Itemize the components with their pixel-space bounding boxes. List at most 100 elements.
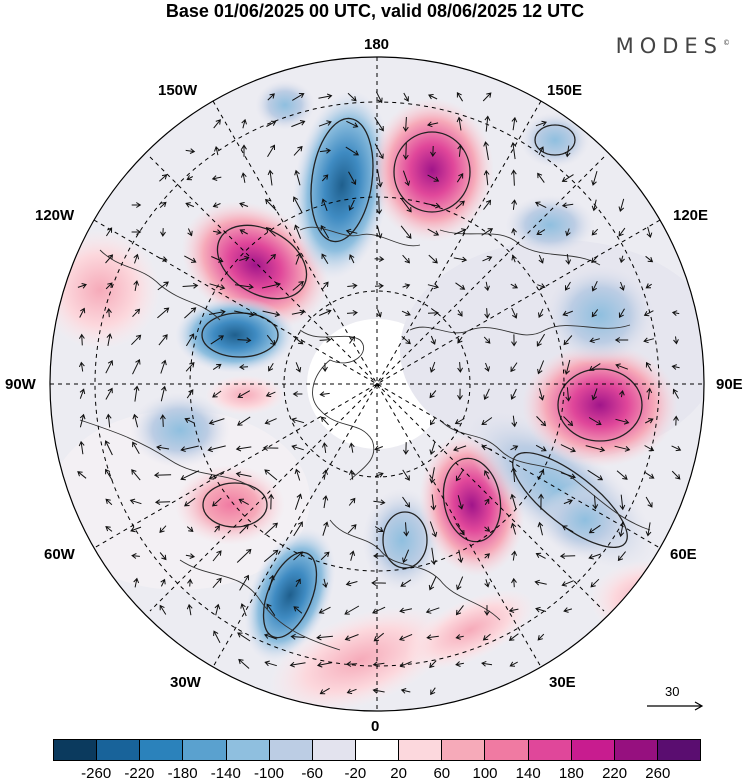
wind-arrow-icon [347, 92, 357, 102]
wind-arrow-icon [160, 385, 167, 402]
wind-arrow-icon [105, 359, 114, 374]
label-120w: 120W [35, 207, 75, 224]
wind-arrow-icon [133, 577, 140, 588]
wind-arrow-icon [237, 416, 251, 426]
colorbar-tick-label: 140 [515, 765, 541, 782]
wind-arrow-icon [214, 603, 221, 616]
wind-arrow-icon [79, 388, 86, 399]
wind-arrow-icon [457, 336, 463, 344]
wind-arrow-icon [565, 387, 572, 402]
wind-arrow-icon [214, 145, 220, 156]
wind-arrow-icon [374, 143, 384, 160]
wind-arrow-icon [537, 172, 545, 183]
map-boundary [49, 56, 705, 712]
wind-arrow-icon [160, 228, 166, 237]
wind-arrow-icon [239, 364, 249, 370]
wind-arrow-icon [645, 255, 654, 263]
colorbar-swatch [485, 740, 529, 760]
wind-arrow-icon [428, 254, 438, 264]
wind-arrow-icon [645, 283, 652, 289]
wind-arrow-icon [239, 229, 248, 235]
wind-arrow-icon [402, 549, 410, 564]
wind-arrow-icon [374, 472, 384, 478]
colorbar-tick-label: 100 [472, 765, 498, 782]
wind-arrow-icon [321, 198, 328, 211]
wind-arrow-icon [535, 120, 547, 127]
wind-arrow-icon [484, 470, 490, 480]
wind-arrow-icon [565, 254, 572, 265]
wind-arrow-icon [510, 169, 517, 186]
wind-arrow-icon [456, 116, 463, 131]
wind-arrow-icon [430, 145, 436, 157]
colorbar-swatch [97, 740, 141, 760]
wind-arrow-icon [510, 493, 517, 510]
wind-arrow-icon [235, 445, 252, 452]
wind-arrow-icon [538, 254, 544, 264]
wind-arrow-icon [401, 336, 411, 345]
wind-arrow-icon [430, 687, 436, 696]
wind-arrow-icon [453, 445, 467, 452]
wind-arrow-icon [562, 310, 573, 317]
wind-arrow-icon [375, 91, 383, 104]
wind-arrow-icon [402, 170, 411, 187]
wind-arrow-icon [237, 390, 251, 398]
label-180: 180 [364, 36, 390, 53]
wind-arrow-icon [185, 553, 196, 559]
wind-arrow-icon [456, 173, 464, 183]
wind-arrow-icon [372, 661, 385, 668]
wind-arrow-icon [374, 117, 384, 132]
wind-arrow-icon [264, 418, 277, 425]
wind-arrow-icon [265, 198, 277, 211]
wind-arrow-icon [292, 391, 303, 397]
wind-arrow-icon [589, 337, 600, 344]
wind-arrow-icon [293, 196, 303, 214]
wind-arrow-icon [400, 197, 412, 213]
wind-arrow-icon [344, 605, 360, 615]
colorbar-swatch [355, 740, 400, 760]
wind-arrow-icon [208, 470, 225, 480]
wind-arrow-icon [345, 146, 360, 156]
vector-reference-arrow-icon [647, 701, 704, 711]
wind-arrow-icon [644, 418, 654, 424]
wind-arrow-icon [160, 578, 166, 587]
wind-arrow-icon [159, 552, 167, 561]
wind-arrow-icon [376, 225, 383, 239]
wind-arrow-icon [591, 199, 598, 212]
wind-arrow-icon [426, 202, 441, 209]
wind-arrow-icon [78, 361, 85, 372]
wind-arrow-icon [78, 333, 85, 346]
wind-arrow-icon [79, 413, 86, 428]
wind-arrow-icon [106, 333, 113, 346]
wind-arrow-icon [345, 580, 358, 587]
wind-arrow-icon [455, 282, 466, 290]
wind-arrow-icon [132, 308, 141, 318]
wind-arrow-icon [180, 470, 200, 481]
wind-arrow-icon [237, 632, 251, 642]
wind-arrow-icon [157, 307, 170, 319]
wind-arrow-icon [266, 253, 276, 264]
wind-arrow-icon [455, 661, 464, 667]
wind-arrow-icon [481, 660, 493, 667]
wind-arrow-icon [185, 333, 195, 347]
wind-arrow-icon [427, 283, 440, 290]
wind-arrow-icon [320, 224, 330, 239]
wind-arrow-icon [347, 282, 358, 289]
wind-arrow-icon [671, 364, 680, 370]
wind-arrow-icon [241, 118, 247, 129]
wind-arrow-icon [484, 362, 490, 372]
wind-arrow-icon [511, 334, 517, 347]
wind-arrow-icon [614, 337, 629, 343]
wind-arrow-icon [509, 661, 518, 667]
wind-arrow-icon [484, 115, 491, 132]
wind-arrow-icon [234, 310, 255, 318]
wind-arrow-icon [187, 228, 193, 237]
wind-arrow-icon [618, 308, 625, 319]
wind-arrow-icon [212, 202, 221, 208]
wind-arrow-icon [457, 309, 463, 317]
wind-arrow-icon [321, 442, 328, 453]
wind-arrow-icon [105, 282, 113, 290]
colorbar-tick-label: 20 [390, 765, 407, 782]
wind-arrow-icon [321, 253, 329, 265]
wind-arrow-icon [400, 225, 412, 239]
